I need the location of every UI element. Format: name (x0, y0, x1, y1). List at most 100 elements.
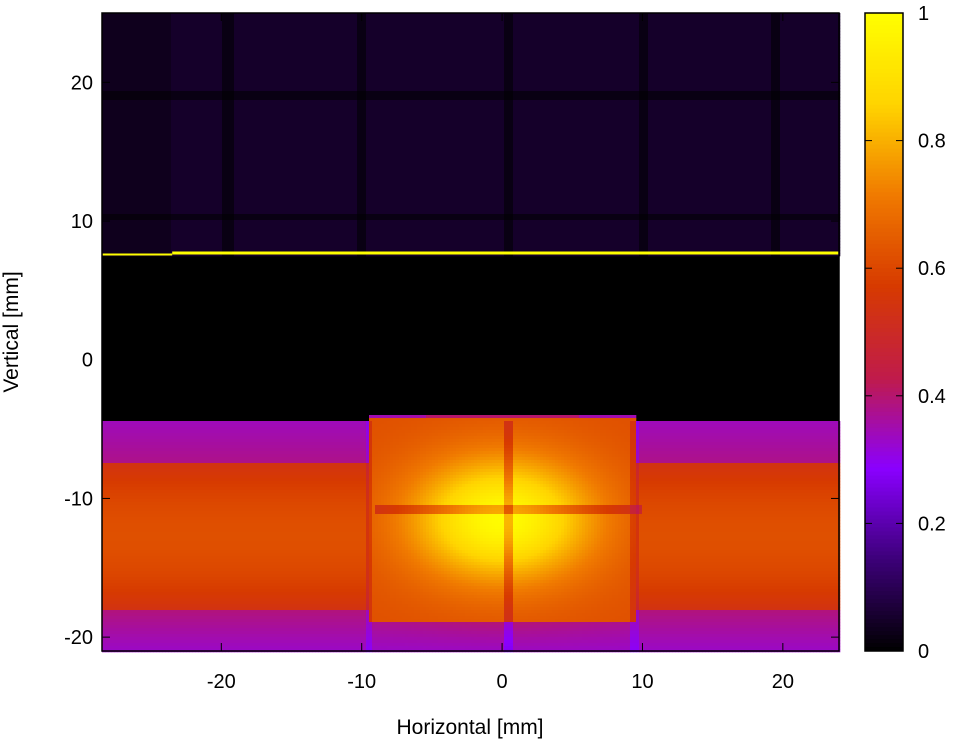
heatmap-cell (636, 22, 639, 25)
heatmap-cell (192, 49, 195, 52)
heatmap-cell (804, 49, 807, 52)
heatmap-cell (111, 55, 114, 58)
heatmap-cell (600, 52, 603, 55)
heatmap-cell (180, 49, 183, 52)
heatmap-cell (492, 64, 495, 67)
heatmap-cell (825, 70, 828, 73)
heatmap-cell (789, 58, 792, 61)
heatmap-cell (693, 37, 696, 40)
heatmap-cell (303, 49, 306, 52)
heatmap-cell (507, 46, 510, 49)
heatmap-cell (177, 58, 180, 61)
heatmap-cell (408, 55, 411, 58)
heatmap-cell (168, 34, 171, 37)
heatmap-cell (378, 28, 381, 31)
heatmap-cell (633, 46, 636, 49)
heatmap-cell (132, 61, 135, 64)
heatmap-cell (105, 37, 108, 40)
heatmap-cell (750, 22, 753, 25)
heatmap-cell (477, 25, 480, 28)
heatmap-cell (534, 70, 537, 73)
heatmap-cell (678, 25, 681, 28)
heatmap-cell (606, 16, 609, 19)
heatmap-cell (303, 58, 306, 61)
heatmap-cell (744, 37, 747, 40)
heatmap-cell (195, 28, 198, 31)
heatmap-cell (198, 73, 201, 76)
heatmap-cell (453, 46, 456, 49)
heatmap-cell (420, 25, 423, 28)
heatmap-cell (795, 55, 798, 58)
heatmap-cell (606, 40, 609, 43)
heatmap-cell (645, 64, 648, 67)
heatmap-cell (588, 61, 591, 64)
heatmap-cell (693, 16, 696, 19)
heatmap-cell (291, 49, 294, 52)
heatmap-cell (159, 40, 162, 43)
heatmap-cell (417, 22, 420, 25)
heatmap-cell (441, 22, 444, 25)
heatmap-cell (549, 22, 552, 25)
heatmap-cell (828, 25, 831, 28)
heatmap-cell (207, 19, 210, 22)
heatmap-cell (636, 31, 639, 34)
heatmap-cell (144, 52, 147, 55)
heatmap-cell (306, 34, 309, 37)
heatmap-cell (345, 34, 348, 37)
heatmap-cell (315, 43, 318, 46)
heatmap-cell (609, 58, 612, 61)
heatmap-cell (327, 37, 330, 40)
heatmap-cell (168, 28, 171, 31)
heatmap-cell (372, 64, 375, 67)
heatmap-cell (219, 25, 222, 28)
heatmap-cell (531, 31, 534, 34)
heatmap-cell (603, 34, 606, 37)
heatmap-cell (405, 70, 408, 73)
heatmap-cell (822, 70, 825, 73)
heatmap-cell (573, 40, 576, 43)
heatmap-cell (789, 34, 792, 37)
heatmap-cell (342, 16, 345, 19)
heatmap-cell (678, 40, 681, 43)
heatmap-cell (564, 61, 567, 64)
heatmap-cell (231, 43, 234, 46)
heatmap-cell (771, 58, 774, 61)
heatmap-cell (438, 70, 441, 73)
heatmap-cell (129, 40, 132, 43)
heatmap-cell (822, 40, 825, 43)
heatmap-cell (294, 64, 297, 67)
heatmap-cell (612, 55, 615, 58)
heatmap-cell (831, 55, 834, 58)
heatmap-cell (255, 28, 258, 31)
heatmap-cell (777, 25, 780, 28)
heatmap-cell (396, 25, 399, 28)
heatmap-cell (333, 61, 336, 64)
heatmap-cell (114, 67, 117, 70)
heatmap-cell (237, 70, 240, 73)
heatmap-cell (483, 28, 486, 31)
heatmap-cell (465, 19, 468, 22)
heatmap-cell (534, 46, 537, 49)
heatmap-cell (576, 40, 579, 43)
heatmap-cell (258, 46, 261, 49)
heatmap-cell (708, 55, 711, 58)
heatmap-cell (330, 58, 333, 61)
heatmap-cell (522, 64, 525, 67)
heatmap-cell (363, 28, 366, 31)
heatmap-cell (501, 58, 504, 61)
heatmap-cell (717, 22, 720, 25)
heatmap-cell (321, 37, 324, 40)
heatmap-cell (792, 19, 795, 22)
heatmap-cell (408, 64, 411, 67)
heatmap-cell (219, 43, 222, 46)
heatmap-cell (168, 46, 171, 49)
heatmap-cell (504, 55, 507, 58)
heatmap-cell (447, 28, 450, 31)
heatmap-cell (483, 31, 486, 34)
heatmap-cell (228, 67, 231, 70)
heatmap-cell (801, 70, 804, 73)
heatmap-cell (159, 46, 162, 49)
heatmap-cell (345, 46, 348, 49)
heatmap-cell (786, 19, 789, 22)
heatmap-cell (537, 46, 540, 49)
